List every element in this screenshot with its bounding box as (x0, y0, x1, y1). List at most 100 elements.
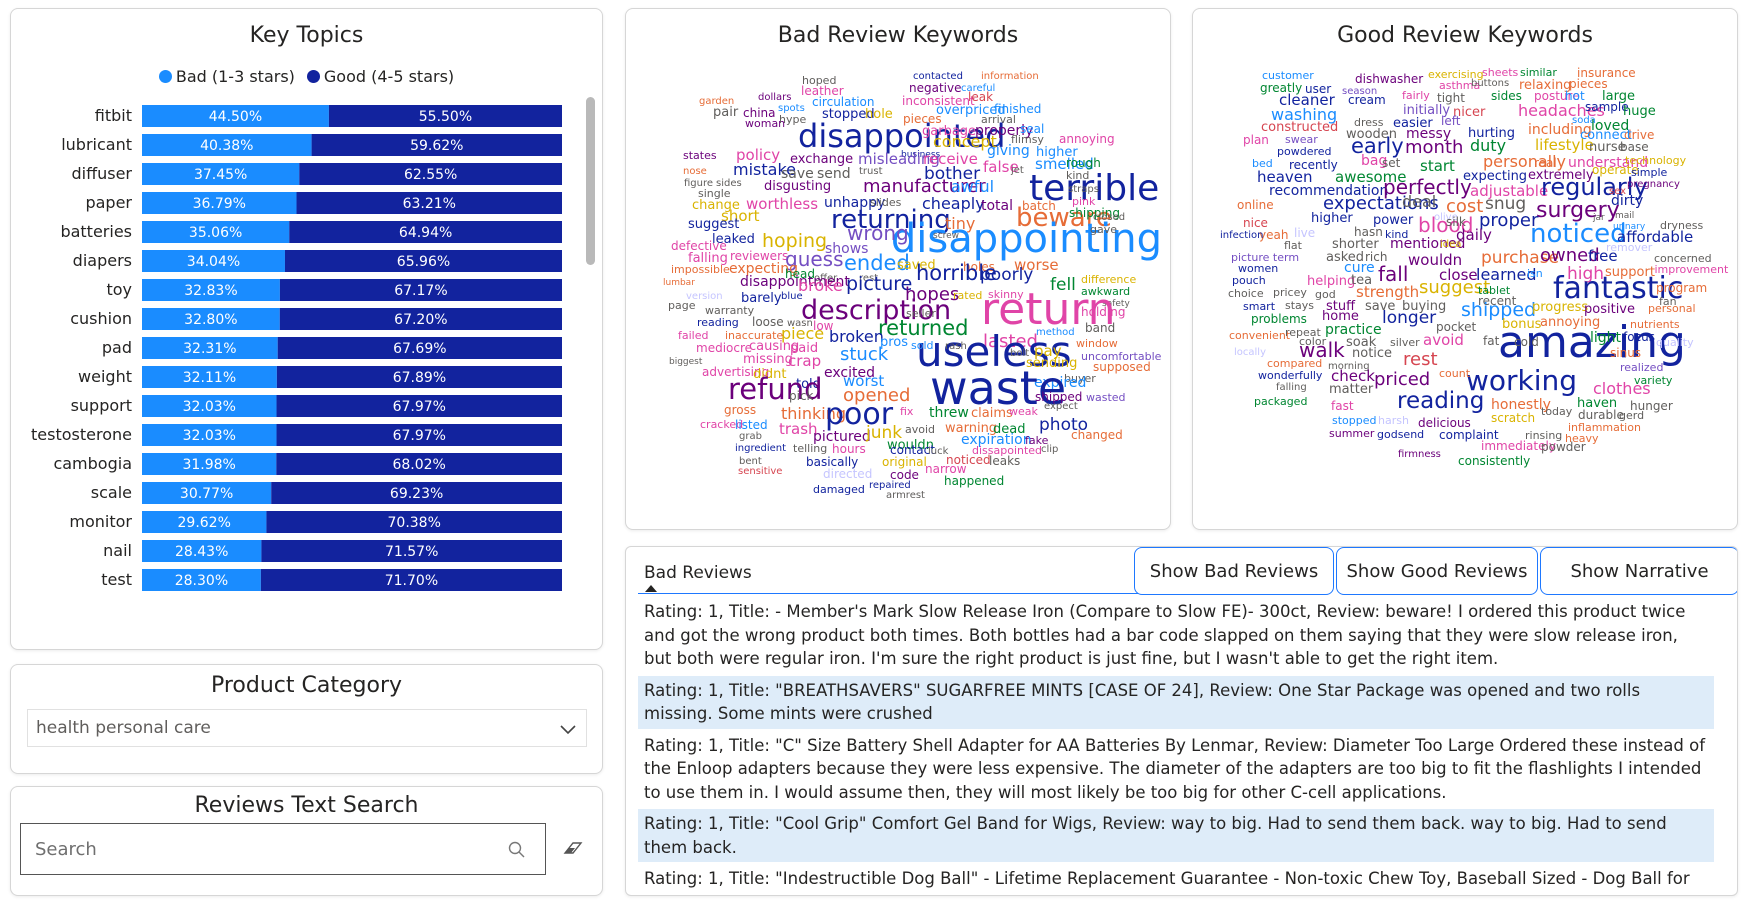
word-cloud-word[interactable]: purchase (1481, 248, 1559, 268)
word-cloud-word[interactable]: pros (880, 335, 908, 350)
word-cloud-word[interactable]: sides (716, 178, 742, 189)
word-cloud-word[interactable]: wonderfully (1258, 369, 1323, 382)
sort-arrow-up-icon[interactable] (645, 585, 657, 592)
word-cloud-word[interactable]: excited (824, 365, 875, 381)
word-cloud-word[interactable]: recent (1478, 294, 1517, 308)
word-cloud-word[interactable]: save (781, 166, 814, 182)
word-cloud-word[interactable]: hurting (1468, 126, 1515, 141)
word-cloud-word[interactable]: snug (1485, 194, 1526, 214)
word-cloud-word[interactable]: constructed (1261, 120, 1338, 135)
word-cloud-word[interactable]: told (796, 377, 821, 392)
review-row[interactable]: Rating: 1, Title: "C" Size Battery Shell… (644, 735, 1706, 802)
word-cloud-word[interactable]: sample (1585, 100, 1629, 114)
word-cloud-word[interactable]: narrow (925, 462, 967, 476)
product-category-dropdown[interactable]: health personal care (27, 709, 587, 747)
word-cloud-word[interactable]: smart (1243, 300, 1276, 313)
word-cloud-word[interactable]: longer (1382, 308, 1436, 328)
word-cloud-word[interactable]: code (890, 468, 919, 482)
word-cloud-word[interactable]: problems (1251, 312, 1307, 326)
word-cloud-word[interactable]: damaged (813, 483, 865, 496)
word-cloud-word[interactable]: asthma (1439, 79, 1480, 92)
word-cloud-word[interactable]: useless (916, 327, 1072, 376)
word-cloud-word[interactable]: hoping (762, 230, 827, 252)
word-cloud-word[interactable]: claims (971, 406, 1013, 421)
word-cloud-word[interactable]: inflammation (1568, 421, 1641, 434)
bar-good[interactable] (284, 250, 562, 272)
word-cloud-word[interactable]: honestly (1491, 397, 1551, 413)
bar-good[interactable] (260, 569, 562, 591)
word-cloud-word[interactable]: threw (929, 405, 969, 421)
word-cloud-word[interactable]: rest (1403, 349, 1438, 370)
word-cloud-word[interactable]: leather (801, 84, 844, 98)
word-cloud-word[interactable]: nurse (1589, 140, 1626, 155)
word-cloud-word[interactable]: live (1294, 226, 1315, 240)
word-cloud-word[interactable]: smelled (1035, 155, 1094, 173)
word-cloud-word[interactable]: hours (832, 442, 866, 456)
word-cloud-word[interactable]: spots (778, 103, 805, 114)
search-input[interactable] (35, 838, 475, 860)
word-cloud-word[interactable]: helping (1307, 274, 1355, 289)
word-cloud-word[interactable]: save (1365, 299, 1395, 314)
word-cloud-word[interactable]: pregnancy (1627, 179, 1680, 190)
word-cloud-word[interactable]: recommendation (1269, 183, 1388, 199)
word-cloud-word[interactable]: unhappy (824, 195, 885, 211)
bar-bad[interactable] (142, 105, 329, 127)
word-cloud-word[interactable]: daily (1456, 226, 1492, 244)
review-row[interactable]: Rating: 1, Title: "Cool Grip" Comfort Ge… (638, 809, 1714, 862)
word-cloud-word[interactable]: picture term (1231, 251, 1299, 264)
word-cloud-word[interactable]: higher (1311, 211, 1353, 226)
word-cloud-word[interactable]: hasn (1354, 225, 1383, 239)
word-cloud-word[interactable]: hole (865, 107, 893, 122)
word-cloud-word[interactable]: annoying (1540, 315, 1600, 330)
word-cloud-word[interactable]: fat (1483, 334, 1500, 348)
word-cloud-word[interactable]: including (1528, 122, 1592, 138)
word-cloud-word[interactable]: avoid (905, 423, 935, 436)
word-cloud-word[interactable]: mail (1615, 211, 1634, 221)
word-cloud-word[interactable]: repaired (869, 480, 911, 491)
word-cloud-word[interactable]: properly (975, 123, 1033, 139)
word-cloud-word[interactable]: firmness (1398, 449, 1441, 460)
word-cloud-word[interactable]: bolt (1010, 348, 1029, 359)
word-cloud-word[interactable]: disappointed (798, 117, 1005, 155)
bar-bad[interactable] (142, 279, 280, 301)
word-cloud-word[interactable]: easier (1393, 116, 1433, 131)
word-cloud-word[interactable]: flat (1284, 239, 1303, 252)
word-cloud-word[interactable]: shorter (1332, 237, 1379, 252)
word-cloud-word[interactable]: scratch (1491, 411, 1535, 425)
word-cloud-word[interactable]: change (692, 198, 740, 213)
word-cloud-word[interactable]: suggest (1419, 277, 1490, 298)
bar-good[interactable] (279, 308, 562, 330)
word-cloud-word[interactable]: original (882, 455, 927, 469)
legend-item-good[interactable]: Good (4-5 stars) (306, 67, 454, 86)
word-cloud-word[interactable]: bag (1361, 153, 1387, 169)
word-cloud-word[interactable]: head (785, 267, 815, 281)
word-cloud-word[interactable]: figure (684, 178, 713, 189)
word-cloud-word[interactable]: send (817, 166, 851, 182)
word-cloud-word[interactable]: causing (749, 339, 799, 354)
word-cloud-word[interactable]: offer (814, 273, 838, 284)
word-cloud-word[interactable]: base (1620, 140, 1649, 154)
word-cloud-word[interactable]: poorly (980, 265, 1033, 285)
word-cloud-word[interactable]: suggest (688, 217, 739, 232)
bar-good[interactable] (277, 337, 562, 359)
word-cloud-word[interactable]: leak (968, 90, 993, 104)
chart-scrollbar[interactable] (586, 97, 595, 265)
word-cloud-word[interactable]: flimsy (1011, 133, 1044, 146)
word-cloud-word[interactable]: negative (909, 81, 961, 95)
word-cloud-word[interactable]: hunger (1630, 399, 1673, 413)
word-cloud-word[interactable]: summer (1329, 427, 1375, 440)
word-cloud-word[interactable]: personal (1648, 302, 1696, 315)
review-row[interactable]: Rating: 1, Title: "Indestructible Dog Ba… (644, 869, 1690, 888)
word-cloud-word[interactable]: understand (1568, 155, 1648, 171)
word-cloud-word[interactable]: high (1567, 264, 1604, 284)
word-cloud-word[interactable]: business (901, 150, 941, 160)
bar-good[interactable] (289, 221, 562, 243)
word-cloud-word[interactable]: pair (713, 105, 739, 120)
word-cloud-word[interactable]: armrest (886, 490, 925, 501)
word-cloud-word[interactable]: ended (844, 251, 910, 275)
word-cloud-word[interactable]: holes (963, 260, 995, 274)
word-cloud-word[interactable]: worst (843, 372, 884, 390)
word-cloud-word[interactable]: color (1299, 335, 1327, 348)
word-cloud-word[interactable]: safety (1102, 299, 1130, 309)
word-cloud-word[interactable]: expecting (1463, 169, 1527, 184)
